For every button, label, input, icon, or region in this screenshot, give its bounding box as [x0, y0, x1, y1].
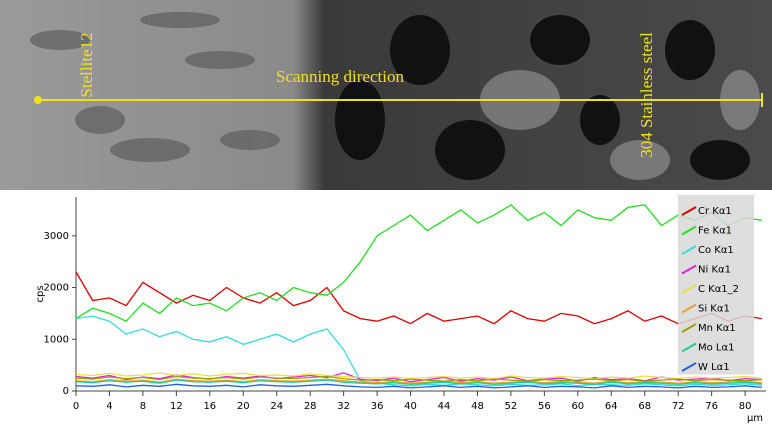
x-tick-label: 4 [106, 401, 112, 412]
legend-swatch [681, 284, 697, 294]
x-tick-label: 72 [672, 401, 685, 412]
x-tick-label: 68 [638, 401, 651, 412]
x-tick-label: 44 [438, 401, 451, 412]
series-line [75, 379, 762, 385]
series-line [75, 375, 762, 382]
series-line [75, 315, 762, 387]
legend-label: Mn Kα1 [698, 323, 736, 334]
y-tick-label: 1000 [44, 334, 69, 345]
x-tick-label: 80 [739, 401, 752, 412]
legend-swatch [681, 342, 697, 353]
legend-swatch [681, 245, 697, 255]
legend-label: Cr Kα1 [698, 206, 732, 217]
series-line [75, 372, 762, 383]
series-line [75, 372, 762, 380]
x-tick-label: 52 [505, 401, 518, 412]
legend-box [678, 195, 754, 375]
x-tick-label: 12 [170, 401, 183, 412]
legend-swatch [681, 206, 697, 216]
x-tick-label: 64 [605, 401, 618, 412]
scan-start [34, 96, 42, 104]
legend-swatch [681, 264, 697, 275]
sem-image: Stellite12 Scanning direction 304 Stainl… [0, 0, 772, 190]
x-tick-label: 8 [140, 401, 146, 412]
legend-label: Ni Kα1 [698, 265, 731, 276]
legend-swatch [681, 323, 697, 333]
x-tick-label: 40 [404, 401, 417, 412]
x-tick-label: 36 [371, 401, 384, 412]
material-label: Stellite12 [77, 32, 96, 97]
series-line [75, 383, 762, 389]
series-line [75, 378, 762, 384]
legend-label: W Lα1 [698, 362, 730, 373]
x-tick-label: 28 [304, 401, 317, 412]
legend-swatch [681, 362, 697, 372]
x-tick-label: 48 [471, 401, 484, 412]
sem-dark-grains [335, 15, 750, 180]
legend-label: Si Kα1 [698, 304, 730, 315]
legend-label: C Kα1_2 [698, 284, 739, 295]
legend-label: Co Kα1 [698, 245, 734, 256]
x-tick-label: 76 [705, 401, 718, 412]
y-tick-label: 2000 [44, 283, 69, 294]
y-tick-label: 3000 [44, 231, 69, 242]
series-line [75, 203, 762, 322]
x-tick-label: 16 [203, 401, 216, 412]
legend-swatch [681, 225, 697, 236]
x-tick-label: 20 [237, 401, 250, 412]
x-tick-label: 60 [571, 401, 584, 412]
direction-label: Scanning direction [276, 67, 404, 86]
legend-label: Fe Kα1 [698, 226, 732, 237]
material-label: 304 Stainless steel [637, 32, 656, 158]
x-axis-unit: µm [747, 413, 763, 424]
x-tick-label: 56 [538, 401, 551, 412]
legend-swatch [681, 303, 697, 314]
x-tick-label: 32 [337, 401, 350, 412]
y-axis-label: cps [35, 285, 46, 302]
y-tick-label: 0 [63, 386, 69, 397]
sem-texture [30, 12, 280, 162]
series-line [75, 271, 762, 325]
x-tick-label: 0 [73, 401, 79, 412]
x-tick-label: 24 [270, 401, 283, 412]
legend-label: Mo Lα1 [698, 343, 734, 354]
